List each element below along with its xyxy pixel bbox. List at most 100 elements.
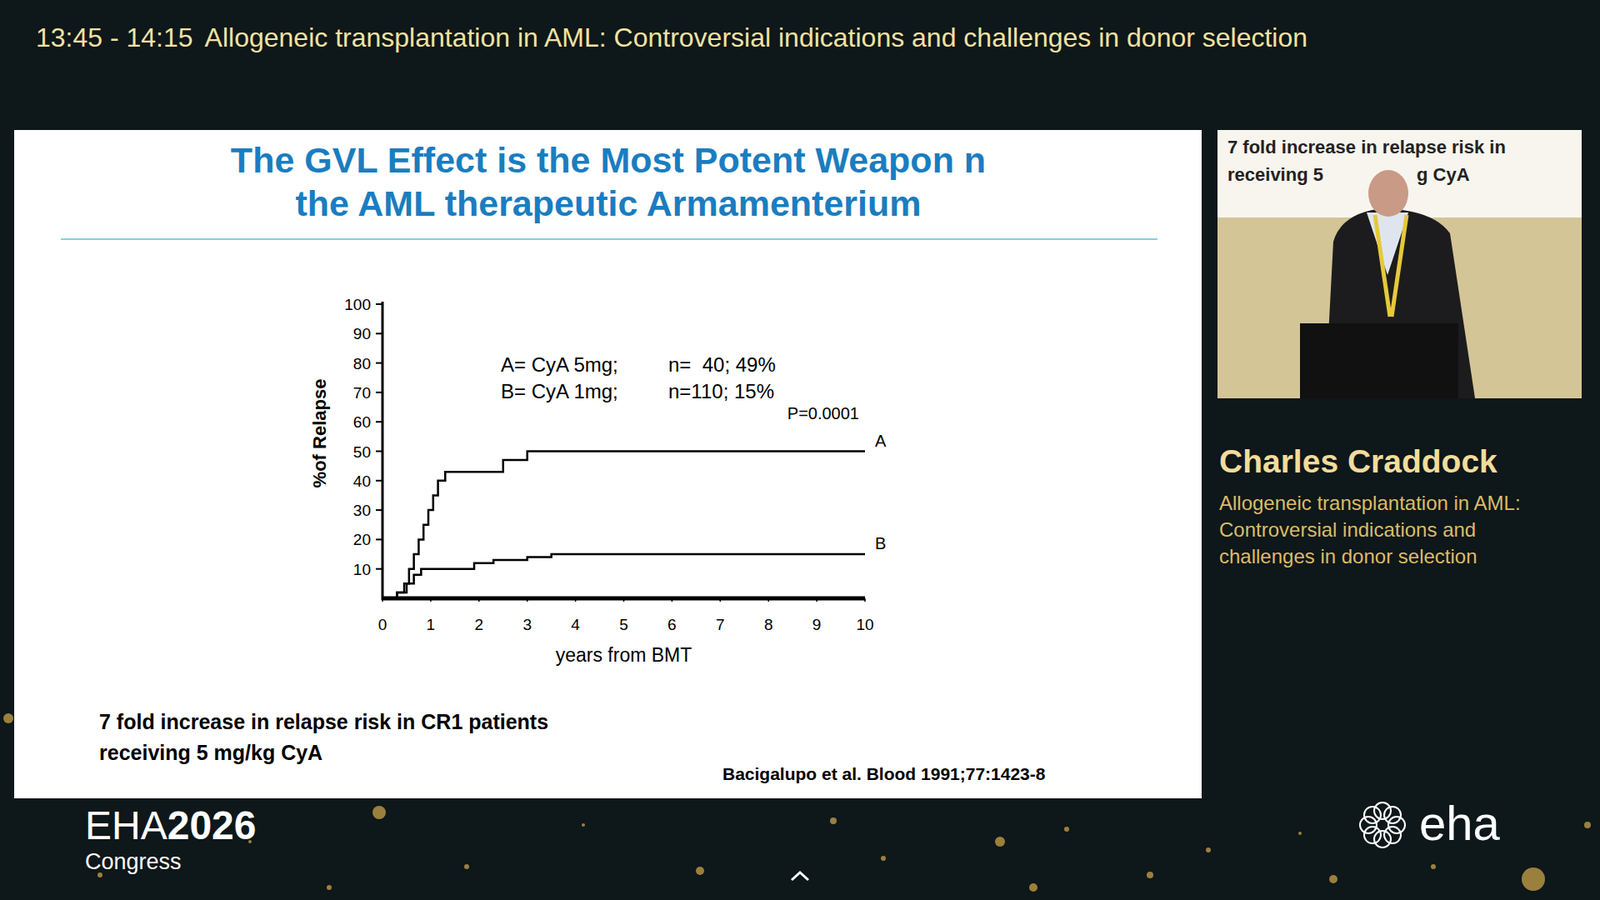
decor-dot — [1298, 831, 1302, 835]
y-tick — [375, 568, 383, 570]
video-text: 7 fold increase in relapse risk in — [1227, 136, 1506, 158]
speaker-name: Charles Craddock — [1219, 443, 1498, 480]
x-tick-label: 3 — [522, 615, 532, 634]
logo-mark — [1374, 830, 1391, 848]
logo-mark — [1388, 816, 1405, 834]
decor-dot — [830, 817, 837, 825]
y-tick-label: 60 — [353, 413, 371, 431]
annotation: A= CyA 5mg; — [500, 353, 619, 376]
background — [0, 0, 1600, 900]
slide — [14, 130, 1202, 799]
slide-title: The GVL Effect is the Most Potent Weapon… — [230, 140, 986, 180]
y-tick — [375, 303, 383, 305]
series-label: A — [875, 431, 887, 450]
video-text: g CyA — [1416, 164, 1470, 185]
decor-dot — [1329, 875, 1338, 884]
logo-mark — [1374, 802, 1391, 820]
video-text: receiving 5 — [1227, 164, 1324, 185]
annotation: n= 40; 49% — [668, 353, 776, 376]
x-axis-title: years from BMT — [555, 644, 693, 666]
caption: receiving 5 mg/kg CyA — [99, 740, 323, 765]
y-axis-title: %of Relapse — [309, 379, 330, 489]
y-tick-label: 40 — [353, 472, 371, 490]
header-time: 13:45 - 14:15 — [35, 22, 194, 53]
x-tick — [575, 598, 577, 602]
y-tick — [375, 450, 383, 453]
slide-title: the AML therapeutic Armamenterium — [295, 183, 921, 224]
citation: Bacigalupo et al. Blood 1991;77:1423-8 — [722, 764, 1046, 784]
x-tick-label: 6 — [667, 615, 677, 634]
x-tick — [478, 598, 480, 602]
video-screen — [1217, 130, 1582, 218]
decor-dot — [1430, 864, 1436, 870]
x-tick-label: 8 — [764, 615, 774, 634]
y-tick-label: 100 — [344, 295, 371, 314]
series-label: B — [875, 534, 886, 553]
logo-mark — [1360, 816, 1377, 834]
annotation: B= CyA 1mg; — [500, 380, 619, 403]
x-tick — [623, 598, 625, 602]
decor-dot — [372, 805, 386, 820]
caption: 7 fold increase in relapse risk in CR1 p… — [99, 710, 549, 734]
y-tick-label: 80 — [353, 355, 371, 373]
y-tick — [375, 538, 383, 540]
decor-dot — [326, 885, 332, 890]
y-tick — [375, 480, 383, 482]
x-tick-label: 10 — [855, 615, 874, 634]
logo-mark — [1364, 826, 1381, 844]
x-tick — [430, 598, 432, 602]
talk-title: challenges in donor selection — [1219, 545, 1478, 568]
y-tick-label: 30 — [353, 501, 371, 520]
decor-dot — [1584, 821, 1591, 829]
y-tick-label: 50 — [353, 443, 371, 461]
x-tick-label: 0 — [378, 615, 388, 634]
decor-dot — [1029, 883, 1038, 892]
decor-dot — [581, 823, 585, 827]
x-tick-label: 7 — [715, 615, 725, 634]
y-tick-label: 90 — [353, 325, 371, 343]
p-value: P=0.0001 — [787, 404, 860, 423]
lanyard — [1391, 215, 1407, 317]
decor-dot — [1205, 847, 1211, 853]
x-tick-label: 5 — [619, 615, 629, 634]
lanyard — [1375, 215, 1390, 317]
x-tick — [815, 598, 818, 602]
x-tick — [381, 598, 384, 602]
series-line — [382, 451, 865, 600]
decor-dot — [464, 864, 470, 870]
decor-dot — [995, 836, 1005, 847]
logo-mark — [1384, 806, 1401, 824]
podium — [1300, 323, 1459, 399]
logo-mark — [1384, 826, 1401, 844]
x-tick-label: 2 — [475, 615, 485, 634]
y-tick — [375, 420, 383, 423]
series-line — [382, 554, 865, 599]
x-tick-label: 9 — [812, 615, 822, 634]
video — [1217, 130, 1582, 399]
scroll-chevron[interactable] — [791, 872, 809, 880]
y-tick — [375, 332, 383, 335]
x-tick — [767, 598, 770, 602]
decor-dot — [1521, 867, 1545, 891]
x-tick — [720, 598, 722, 602]
event-subtitle: Congress — [85, 849, 182, 875]
y-tick-label: 10 — [353, 560, 371, 579]
decor-dot — [3, 713, 14, 724]
talk-title: Allogeneic transplantation in AML: — [1219, 491, 1521, 515]
event: EHA — [85, 803, 168, 848]
annotation: n=110; 15% — [668, 380, 775, 403]
decor-dot — [1146, 871, 1154, 879]
series-group — [382, 451, 865, 600]
x-tick — [864, 598, 866, 602]
y-tick-label: 20 — [353, 530, 371, 549]
year: 2026 — [167, 803, 257, 848]
y-tick — [375, 362, 383, 365]
x-tick-label: 1 — [426, 615, 436, 634]
logo-mark — [1364, 806, 1381, 824]
y-tick-label: 70 — [353, 384, 371, 402]
decor-dot — [1064, 826, 1070, 832]
speaker-head — [1368, 170, 1409, 217]
x-tick — [671, 598, 674, 602]
page: 13:45 - 14:15 Allogeneic transplantation … — [0, 0, 1600, 900]
y-tick — [375, 509, 383, 511]
